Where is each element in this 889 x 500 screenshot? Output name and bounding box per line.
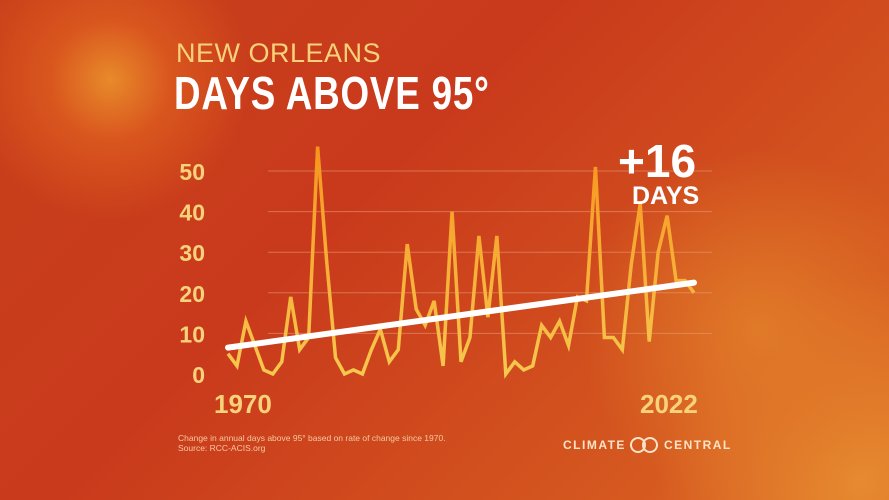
footnote-text: Change in annual days above 95° based on… (178, 433, 446, 443)
x-tick-1970: 1970 (214, 389, 272, 419)
chart-subtitle: NEW ORLEANS (176, 38, 382, 68)
series-line (226, 146, 696, 379)
x-tick-2022: 2022 (640, 389, 698, 419)
footnote: Change in annual days above 95° based on… (178, 433, 446, 453)
trend-line (225, 279, 697, 351)
rings-icon (629, 437, 660, 453)
annotation-value: +16 (618, 135, 696, 187)
y-tick-30: 30 (179, 240, 205, 266)
y-tick-10: 10 (179, 321, 205, 347)
y-tick-40: 40 (179, 200, 205, 226)
logo-left: CLIMATE (563, 438, 626, 452)
source-text: Source: RCC-ACIS.org (178, 443, 266, 453)
logo-right: CENTRAL (663, 438, 732, 452)
chart-title: DAYS ABOVE 95° (174, 67, 490, 119)
climate-central-logo: CLIMATE CENTRAL (563, 437, 732, 453)
annotation-unit: DAYS (632, 182, 699, 210)
y-tick-50: 50 (179, 159, 205, 185)
y-tick-0: 0 (192, 362, 205, 388)
y-tick-20: 20 (179, 281, 205, 307)
